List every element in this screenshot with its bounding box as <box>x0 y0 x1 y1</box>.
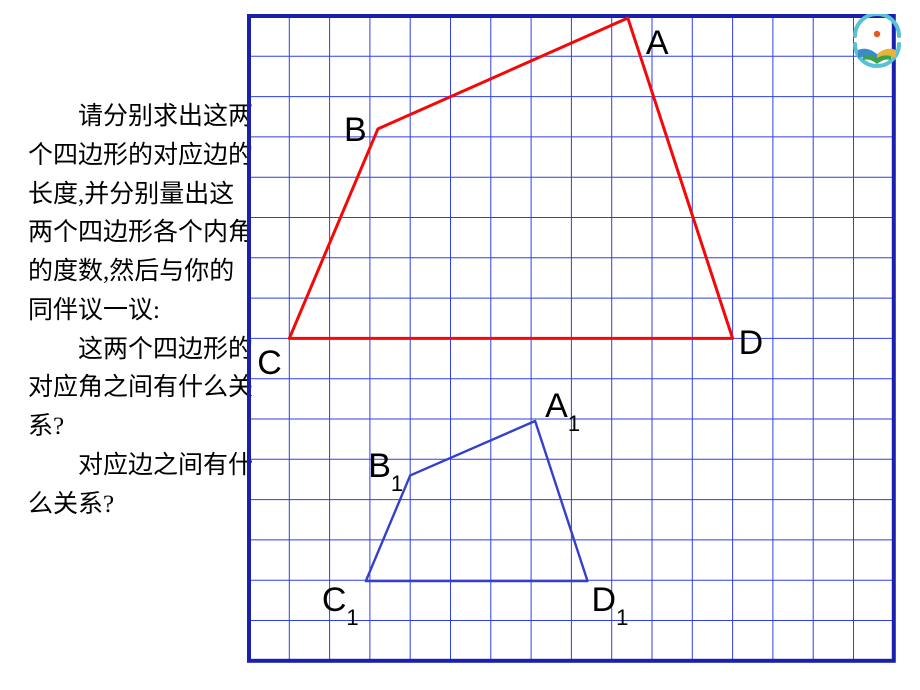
vertex-label: B <box>344 111 367 150</box>
grid-diagram: A B C D A1 B1 C1 D1 <box>245 12 900 677</box>
vertex-label: C <box>257 344 282 383</box>
paragraph-2: 这两个四边形的对应角之间有什么关系? <box>28 331 258 447</box>
vertex-label: A1 <box>545 387 580 431</box>
publisher-logo-icon <box>850 14 904 68</box>
paragraph-1: 请分别求出这两个四边形的对应边的长度,并分别量出这两个四边形各个内角的度数,然后… <box>28 98 258 331</box>
vertex-label: A <box>646 24 669 63</box>
vertex-label: D1 <box>592 581 629 625</box>
paragraph-3: 对应边之间有什么关系? <box>28 447 258 525</box>
vertex-label: D <box>739 324 764 363</box>
problem-text: 请分别求出这两个四边形的对应边的长度,并分别量出这两个四边形各个内角的度数,然后… <box>28 98 258 524</box>
vertex-label: B1 <box>368 447 403 491</box>
vertex-label: C1 <box>322 581 359 625</box>
